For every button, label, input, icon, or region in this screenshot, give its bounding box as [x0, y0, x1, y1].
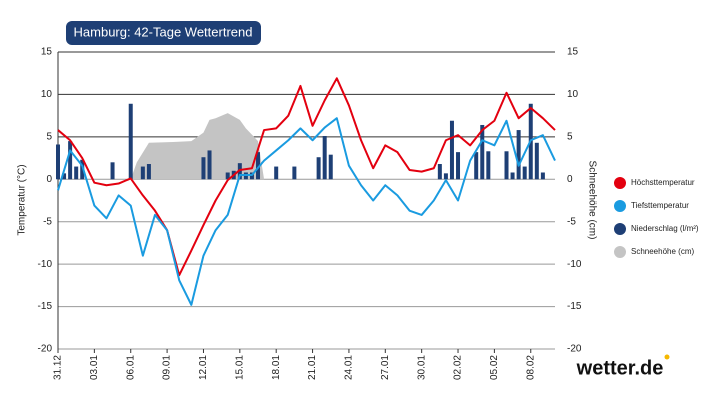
precip-bar	[456, 152, 461, 180]
y2-tick-label: 15	[567, 47, 579, 58]
x-tick-label: 31.12	[53, 355, 64, 380]
y-tick-label: -5	[43, 216, 52, 227]
precip-bar	[480, 124, 485, 180]
precip-bar	[474, 152, 479, 180]
precip-bar	[510, 172, 515, 180]
x-tick-label: 21.01	[307, 355, 318, 380]
precip-bar	[274, 166, 279, 180]
precip-bar	[316, 157, 321, 180]
y2-tick-label: -15	[567, 301, 582, 312]
chart-title: Hamburg: 42-Tage Wettertrend	[74, 24, 253, 39]
legend-label: Höchsttemperatur	[631, 178, 695, 187]
y-tick-label: -15	[38, 301, 53, 312]
precip-bar	[62, 173, 67, 180]
y2-tick-label: 0	[567, 174, 573, 185]
y-axis-label: Temperatur (°C)	[17, 164, 28, 235]
precip-bar	[68, 141, 73, 180]
precip-bar	[140, 166, 145, 180]
x-tick-label: 03.01	[89, 355, 100, 380]
title-box	[66, 21, 261, 45]
x-tick-label: 06.01	[125, 355, 136, 380]
precip-bar	[225, 172, 230, 180]
snow-area	[130, 113, 265, 180]
precip-bar	[256, 152, 261, 180]
precip-bar	[522, 166, 527, 180]
y-tick-label: -10	[38, 259, 53, 270]
y2-tick-label: -20	[567, 344, 582, 355]
legend-marker	[614, 223, 626, 235]
x-tick-label: 02.02	[453, 355, 464, 380]
precip-bar	[74, 166, 79, 180]
y2-tick-label: -5	[567, 216, 576, 227]
precip-bar	[486, 151, 491, 180]
logo-dot	[664, 354, 670, 360]
y2-axis-label: Schneehöhe (cm)	[586, 161, 597, 240]
y-tick-label: 15	[41, 47, 53, 58]
logo: wetter.de	[576, 357, 664, 379]
precip-bar	[516, 130, 521, 180]
precip-bar	[201, 157, 206, 180]
y-tick-label: -20	[38, 344, 53, 355]
precip-bar	[292, 166, 297, 180]
legend-label: Tiefsttemperatur	[631, 201, 689, 210]
precip-bar	[534, 142, 539, 180]
y2-tick-label: -10	[567, 259, 582, 270]
x-tick-label: 18.01	[271, 355, 282, 380]
y-tick-label: 5	[46, 131, 52, 142]
precip-bar	[328, 154, 333, 180]
precip-bar	[449, 120, 454, 180]
y2-tick-label: 10	[567, 89, 579, 100]
x-tick-label: 12.01	[198, 355, 209, 380]
precip-bar	[110, 162, 115, 180]
precip-bar	[443, 173, 448, 180]
legend-marker	[614, 246, 626, 258]
y-tick-label: 10	[41, 89, 53, 100]
x-tick-label: 08.02	[525, 355, 536, 380]
x-tick-label: 05.02	[489, 355, 500, 380]
precip-bar	[322, 136, 327, 180]
precip-bar	[146, 164, 151, 180]
precip-bar	[540, 172, 545, 180]
precip-bar	[80, 159, 85, 180]
legend-marker	[614, 200, 626, 212]
x-tick-label: 09.01	[162, 355, 173, 380]
precip-bar	[504, 151, 509, 180]
legend-marker	[614, 177, 626, 189]
precip-bar	[207, 150, 212, 180]
temp-line	[57, 77, 556, 277]
x-tick-label: 30.01	[416, 355, 427, 380]
y-tick-label: 0	[46, 174, 52, 185]
precip-bar	[56, 144, 60, 180]
legend-label: Schneehöhe (cm)	[631, 247, 694, 256]
x-tick-label: 15.01	[234, 355, 245, 380]
x-tick-label: 27.01	[380, 355, 391, 380]
precip-bar	[437, 164, 442, 180]
temp-line	[57, 117, 556, 306]
y2-tick-label: 5	[567, 131, 573, 142]
x-tick-label: 24.01	[344, 355, 355, 380]
precip-bar	[128, 103, 133, 180]
legend-label: Niederschlag (l/m²)	[631, 224, 699, 233]
